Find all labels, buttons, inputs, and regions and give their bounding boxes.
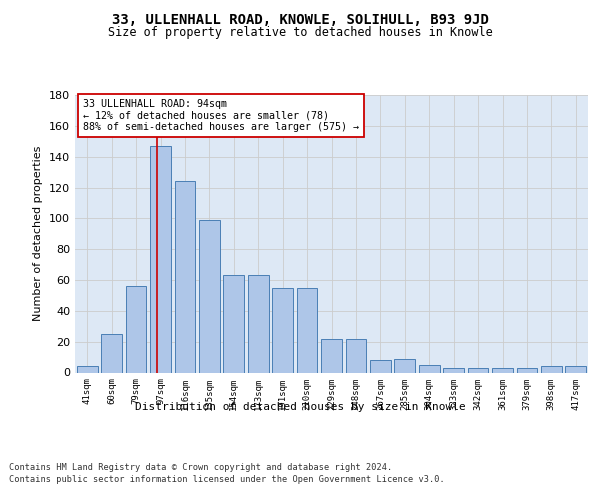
Bar (296, 288, 317, 372)
Bar (125, 286, 146, 372)
Text: 33 ULLENHALL ROAD: 94sqm
← 12% of detached houses are smaller (78)
88% of semi-d: 33 ULLENHALL ROAD: 94sqm ← 12% of detach… (83, 99, 359, 132)
Bar (419, 365, 440, 372)
Bar (150, 146, 171, 372)
Bar (565, 366, 586, 372)
Bar (248, 276, 269, 372)
Bar (199, 220, 220, 372)
Text: Contains HM Land Registry data © Crown copyright and database right 2024.: Contains HM Land Registry data © Crown c… (9, 462, 392, 471)
Bar (394, 358, 415, 372)
Bar (272, 288, 293, 372)
Bar (541, 366, 562, 372)
Bar (77, 366, 98, 372)
Y-axis label: Number of detached properties: Number of detached properties (34, 146, 43, 322)
Bar (492, 368, 513, 372)
Bar (467, 368, 488, 372)
Bar (223, 276, 244, 372)
Text: Size of property relative to detached houses in Knowle: Size of property relative to detached ho… (107, 26, 493, 39)
Bar (370, 360, 391, 372)
Bar (517, 368, 538, 372)
Bar (101, 334, 122, 372)
Text: Contains public sector information licensed under the Open Government Licence v3: Contains public sector information licen… (9, 475, 445, 484)
Bar (346, 338, 367, 372)
Bar (175, 182, 196, 372)
Text: 33, ULLENHALL ROAD, KNOWLE, SOLIHULL, B93 9JD: 33, ULLENHALL ROAD, KNOWLE, SOLIHULL, B9… (112, 12, 488, 26)
Bar (443, 368, 464, 372)
Text: Distribution of detached houses by size in Knowle: Distribution of detached houses by size … (134, 402, 466, 412)
Bar (321, 338, 342, 372)
